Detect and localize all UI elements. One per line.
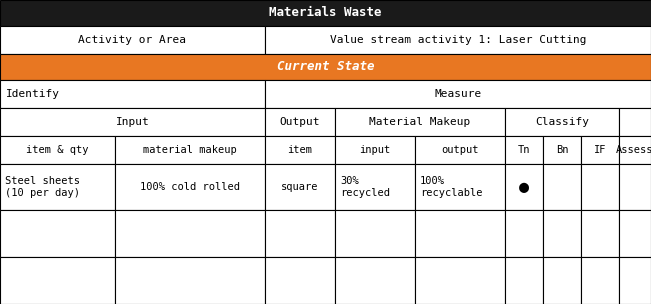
Text: Materials Waste: Materials Waste xyxy=(270,6,381,19)
Bar xyxy=(335,210,415,257)
Bar xyxy=(581,257,619,304)
Bar xyxy=(543,257,581,304)
Bar xyxy=(415,257,505,304)
Bar xyxy=(0,80,265,108)
Bar xyxy=(0,108,265,136)
Bar xyxy=(619,164,651,210)
Text: Identify: Identify xyxy=(6,89,60,99)
Text: material makeup: material makeup xyxy=(143,145,237,155)
Bar xyxy=(0,54,651,80)
Bar xyxy=(335,257,415,304)
Bar xyxy=(415,210,505,257)
Bar xyxy=(543,136,581,164)
Bar xyxy=(115,164,265,210)
Text: Assess: Assess xyxy=(616,145,651,155)
Bar xyxy=(265,164,335,210)
Text: 100%
recyclable: 100% recyclable xyxy=(420,176,482,198)
Text: item & qty: item & qty xyxy=(26,145,89,155)
Text: square: square xyxy=(281,182,319,192)
Bar xyxy=(505,257,543,304)
Bar xyxy=(115,136,265,164)
Bar xyxy=(265,210,335,257)
Bar xyxy=(335,164,415,210)
Bar xyxy=(0,136,115,164)
Bar xyxy=(0,164,115,210)
Bar xyxy=(619,108,651,136)
Text: input: input xyxy=(359,145,391,155)
Text: Current State: Current State xyxy=(277,60,374,74)
Text: 30%
recycled: 30% recycled xyxy=(340,176,390,198)
Bar xyxy=(505,136,543,164)
Bar xyxy=(543,164,581,210)
Text: Classify: Classify xyxy=(535,117,589,127)
Text: IF: IF xyxy=(594,145,606,155)
Text: Activity or Area: Activity or Area xyxy=(79,35,186,45)
Text: ●: ● xyxy=(519,178,529,196)
Text: Bn: Bn xyxy=(556,145,568,155)
Text: Input: Input xyxy=(116,117,149,127)
Bar xyxy=(115,257,265,304)
Text: Value stream activity 1: Laser Cutting: Value stream activity 1: Laser Cutting xyxy=(330,35,587,45)
Bar xyxy=(265,108,335,136)
Bar xyxy=(415,164,505,210)
Text: 100% cold rolled: 100% cold rolled xyxy=(140,182,240,192)
Bar xyxy=(115,210,265,257)
Text: Material Makeup: Material Makeup xyxy=(369,117,471,127)
Bar xyxy=(0,26,265,54)
Text: Output: Output xyxy=(280,117,320,127)
Text: item: item xyxy=(288,145,312,155)
Text: Measure: Measure xyxy=(434,89,482,99)
Bar xyxy=(335,136,415,164)
Bar xyxy=(505,210,543,257)
Bar xyxy=(0,210,115,257)
Bar xyxy=(581,164,619,210)
Bar xyxy=(335,108,505,136)
Bar xyxy=(581,136,619,164)
Bar xyxy=(0,257,115,304)
Bar xyxy=(265,136,335,164)
Bar xyxy=(265,80,651,108)
Bar xyxy=(619,210,651,257)
Text: output: output xyxy=(441,145,478,155)
Bar xyxy=(619,136,651,164)
Bar xyxy=(505,108,619,136)
Bar xyxy=(581,210,619,257)
Bar xyxy=(505,164,543,210)
Text: Tn: Tn xyxy=(518,145,531,155)
Bar xyxy=(265,257,335,304)
Bar xyxy=(265,26,651,54)
Bar xyxy=(415,136,505,164)
Bar xyxy=(619,257,651,304)
Text: Steel sheets
(10 per day): Steel sheets (10 per day) xyxy=(5,176,80,198)
Bar xyxy=(0,0,651,26)
Bar xyxy=(543,210,581,257)
